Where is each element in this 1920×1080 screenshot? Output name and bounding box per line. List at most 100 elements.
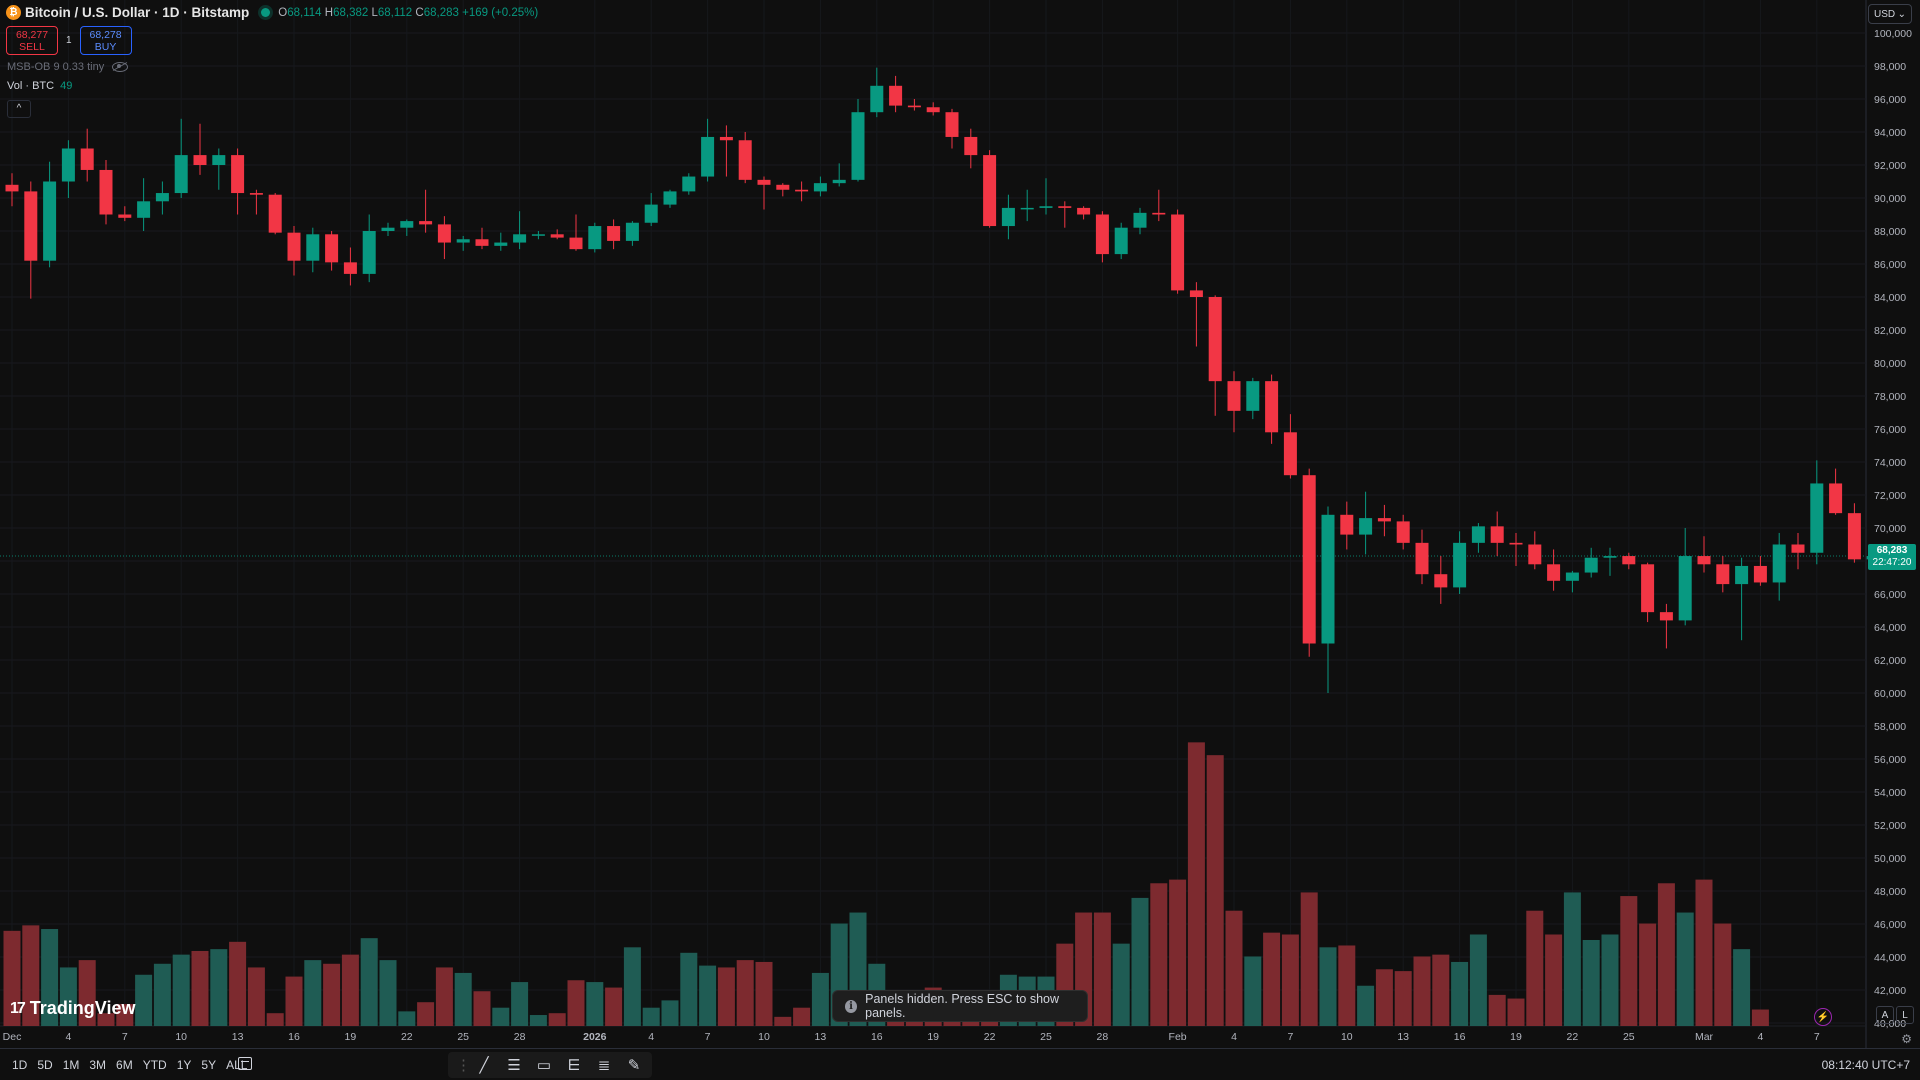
- volume-bar: [1187, 742, 1205, 1026]
- candle-body: [757, 179, 771, 185]
- gear-icon[interactable]: ⚙: [1901, 1032, 1912, 1046]
- chart-grid: [0, 0, 1867, 1048]
- volume-bar: [1131, 897, 1149, 1026]
- candle: [1716, 556, 1730, 593]
- candle: [1058, 201, 1072, 228]
- time-tick-label: 10: [175, 1031, 187, 1043]
- candle: [475, 227, 489, 250]
- time-tick-label: 7: [122, 1031, 128, 1043]
- market-open-icon: [261, 8, 271, 17]
- trend-line-icon[interactable]: ╱: [479, 1057, 489, 1074]
- price-tick-label: 62,000: [1874, 655, 1906, 667]
- candle: [400, 219, 414, 236]
- timeframe-1y[interactable]: 1Y: [176, 1058, 192, 1072]
- volume-indicator[interactable]: Vol · BTC 49: [7, 80, 72, 92]
- timeframe-5d[interactable]: 5D: [37, 1058, 53, 1072]
- candle: [513, 211, 527, 250]
- candle-body: [231, 155, 245, 194]
- candle: [212, 148, 226, 190]
- hidden-eye-icon[interactable]: [112, 62, 129, 72]
- low-value: 68,112: [377, 6, 413, 19]
- candle: [231, 148, 245, 215]
- volume-bar: [1112, 943, 1130, 1026]
- volume-bar: [680, 952, 698, 1026]
- buy-price: 68,278: [89, 28, 122, 41]
- price-chart[interactable]: 100,000 98,000 96,000 94,000 92,000 90,000 88,…: [0, 0, 1920, 1048]
- volume-bar: [1093, 912, 1111, 1026]
- candle-body: [437, 224, 451, 243]
- candle-body: [1810, 483, 1824, 553]
- candle-body: [1283, 432, 1297, 476]
- candle-body: [1603, 556, 1617, 558]
- candle-body: [1622, 556, 1636, 565]
- volume-bar: [454, 972, 472, 1026]
- calendar-icon[interactable]: [238, 1057, 252, 1070]
- candle: [61, 140, 75, 198]
- currency-select[interactable]: USD ⌄: [1868, 4, 1912, 24]
- price-tick-label: 44,000: [1874, 952, 1906, 964]
- brush-icon[interactable]: ✎: [627, 1057, 641, 1074]
- volume-bar: [1526, 910, 1544, 1026]
- candle-body: [381, 227, 395, 231]
- symbol-title[interactable]: Bitcoin / U.S. Dollar · 1D · Bitstamp: [25, 5, 250, 20]
- time-tick-label: 22: [1567, 1031, 1579, 1043]
- time-tick-label: 13: [232, 1031, 244, 1043]
- chevron-up-icon[interactable]: ^: [7, 100, 31, 118]
- rectangle-icon[interactable]: ▭: [536, 1057, 552, 1074]
- auto-scale-button[interactable]: A: [1876, 1006, 1894, 1024]
- candle-body: [1208, 297, 1222, 382]
- candle: [343, 247, 357, 286]
- msb-ob-indicator[interactable]: MSB-OB 9 0.33 tiny: [7, 61, 129, 73]
- volume-bar: [1281, 934, 1299, 1026]
- timeframe-5y[interactable]: 5Y: [201, 1058, 217, 1072]
- candle: [137, 178, 151, 231]
- candle-body: [719, 136, 733, 141]
- candle: [193, 123, 207, 175]
- candle: [99, 160, 113, 225]
- sell-button[interactable]: 68,277 SELL: [6, 26, 58, 55]
- volume-bar: [492, 1007, 510, 1026]
- horizontal-lines-icon[interactable]: ☰: [507, 1057, 521, 1074]
- close-value: 68,283: [423, 6, 459, 19]
- timeframe-1m[interactable]: 1M: [62, 1058, 80, 1072]
- candle-body: [964, 136, 978, 156]
- candle-body: [1152, 212, 1166, 215]
- drag-handle-icon[interactable]: ⋮: [456, 1057, 471, 1074]
- candle-body: [1359, 518, 1373, 535]
- candle: [494, 232, 508, 251]
- candle: [701, 118, 715, 182]
- time-tick-label: 16: [1454, 1031, 1466, 1043]
- candle: [1396, 514, 1410, 550]
- candle: [437, 216, 451, 260]
- tradingview-logo[interactable]: 17 TradingView: [10, 998, 136, 1019]
- time-tick-label: 19: [345, 1031, 357, 1043]
- volume-bar: [1319, 947, 1337, 1026]
- candle: [24, 181, 38, 299]
- panels-hidden-toast: i Panels hidden. Press ESC to show panel…: [832, 990, 1088, 1022]
- volume-bar: [1620, 896, 1638, 1026]
- log-scale-button[interactable]: L: [1896, 1006, 1914, 1024]
- candle-body: [5, 184, 19, 192]
- candle-body: [588, 226, 602, 250]
- candle: [1810, 460, 1824, 565]
- volume-bar: [304, 960, 322, 1026]
- candle-body: [1735, 565, 1749, 585]
- volume-bar: [586, 982, 604, 1026]
- buy-button[interactable]: 68,278 BUY: [79, 26, 132, 55]
- lightning-icon[interactable]: ⚡: [1814, 1008, 1832, 1026]
- timeframe-ytd[interactable]: YTD: [142, 1058, 167, 1072]
- last-price-value: 68,283: [1876, 545, 1908, 557]
- price-tick-label: 58,000: [1874, 721, 1906, 733]
- timeframe-1d[interactable]: 1D: [12, 1058, 28, 1072]
- candle-body: [813, 183, 827, 192]
- candle: [5, 173, 19, 207]
- drawing-toolbar: ⋮ ╱ ☰ ▭ ⋿ ≣ ✎: [448, 1052, 652, 1078]
- candle-body: [738, 140, 752, 180]
- fib-retracement-icon[interactable]: ≣: [597, 1057, 611, 1074]
- timeframe-3m[interactable]: 3M: [89, 1058, 107, 1072]
- candle: [1377, 504, 1391, 537]
- volume-bar: [285, 976, 303, 1026]
- parallel-channel-icon[interactable]: ⋿: [567, 1057, 581, 1074]
- timeframe-6m[interactable]: 6M: [116, 1058, 133, 1072]
- ohlc-values: O68,114 H68,382 L68,112 C68,283 +169 (+0…: [278, 7, 538, 19]
